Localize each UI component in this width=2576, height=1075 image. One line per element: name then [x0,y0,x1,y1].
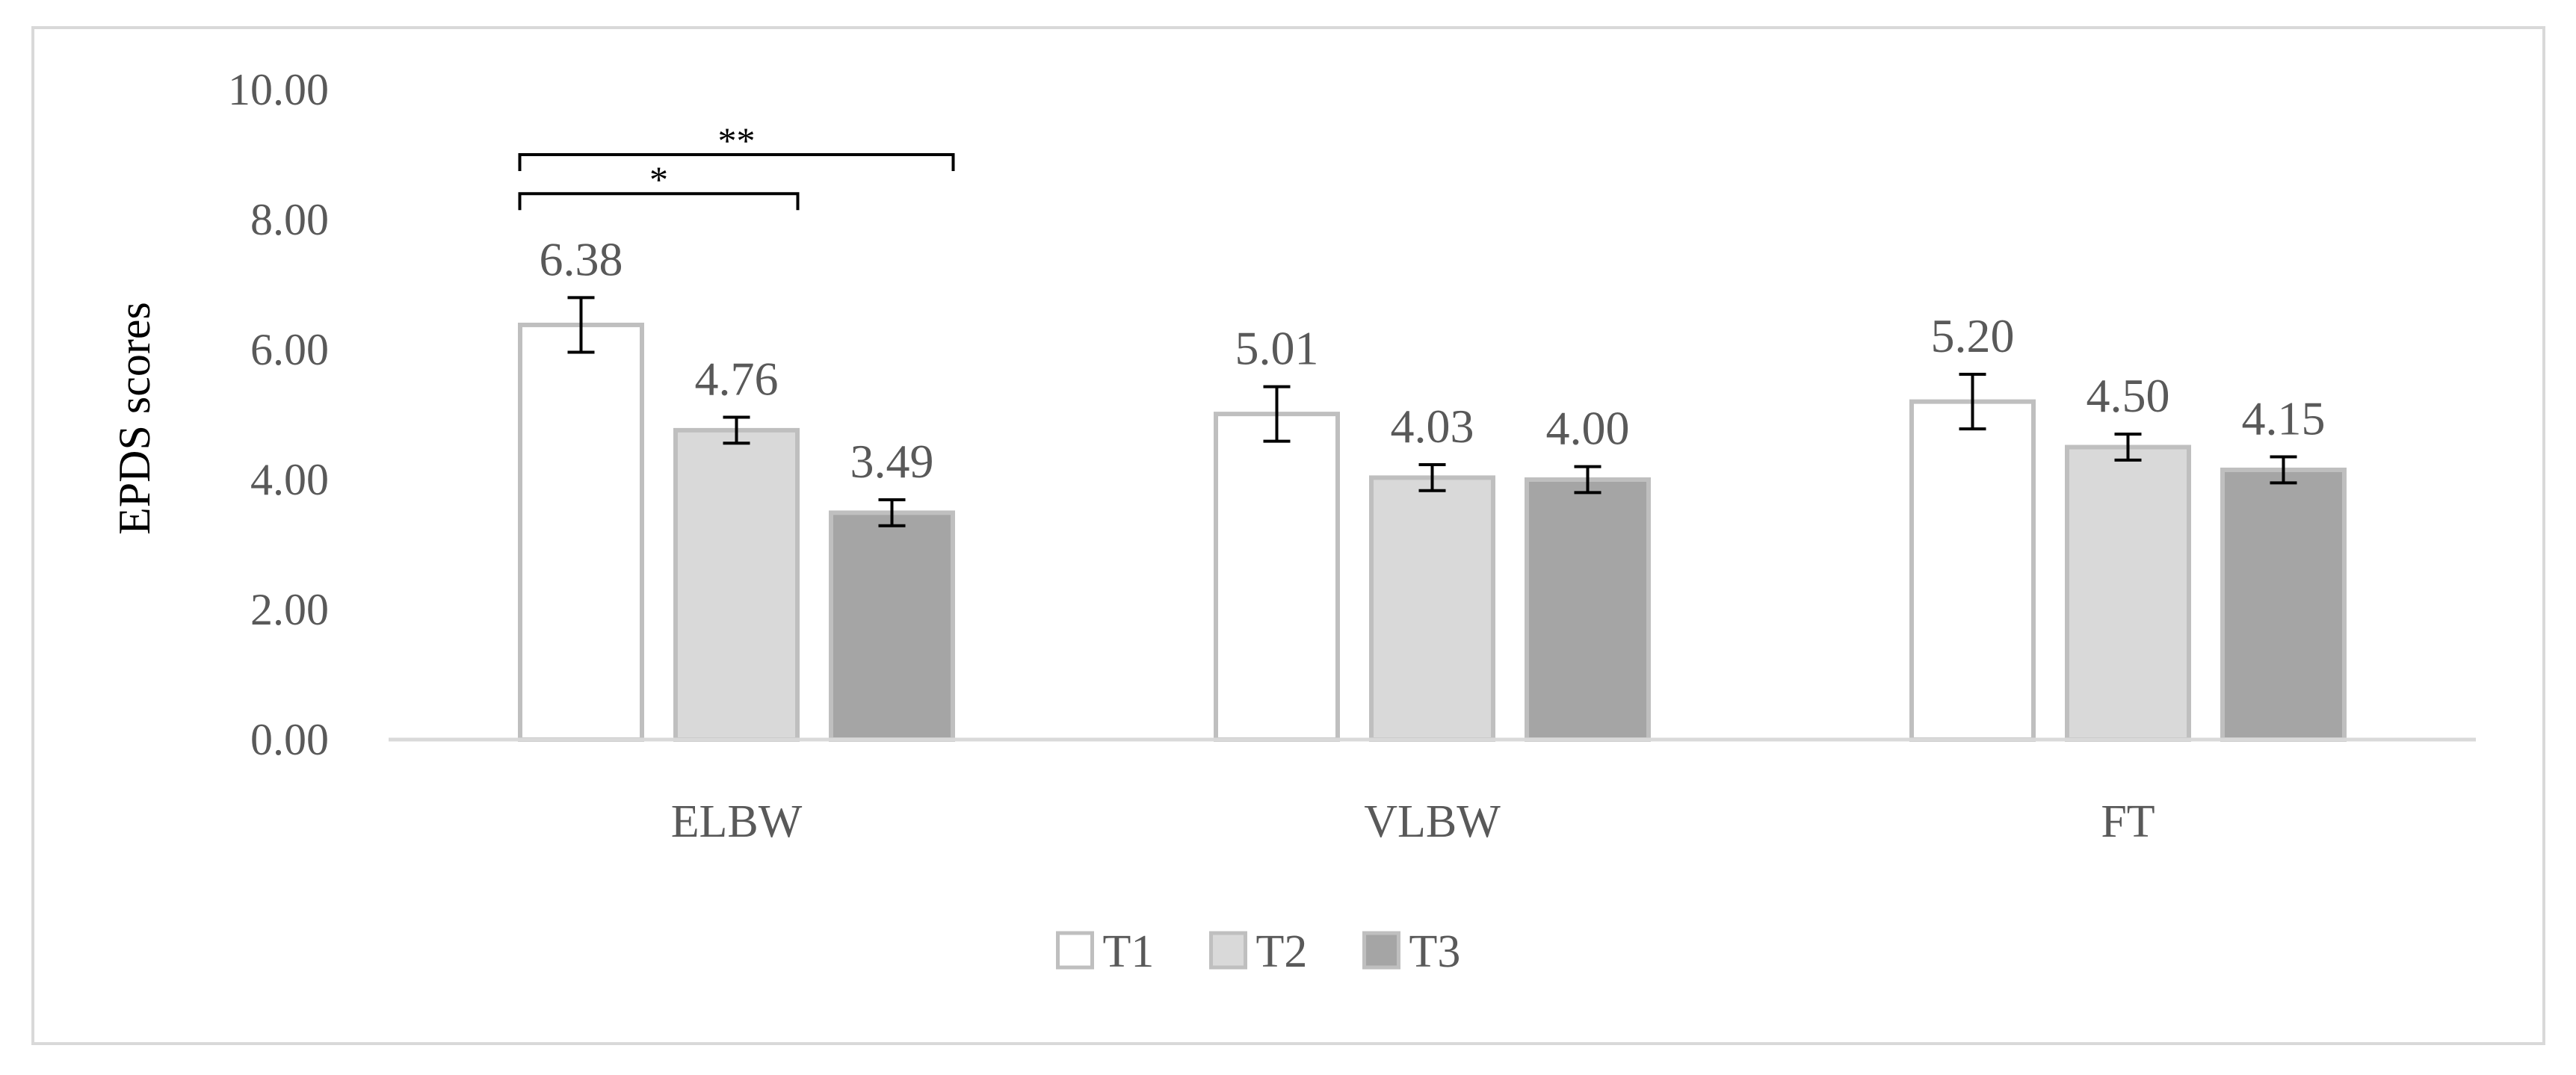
significance-bracket [518,153,955,171]
legend-swatch-t2 [1209,931,1247,970]
data-label: 5.01 [1235,322,1319,375]
plot-area: 0.00 2.00 4.00 6.00 8.00 10.00 6.38 5.01 5.20 4.7… [228,65,2476,847]
y-axis-title: EPDS scores [110,302,159,535]
error-bar [1959,373,1986,431]
legend-label: T3 [1409,926,1461,977]
significance-marker: * [649,158,668,200]
error-bar [1574,465,1601,495]
data-label: 4.03 [1391,400,1474,453]
data-label: 3.49 [850,435,934,488]
bar-t3-elbw [829,510,955,742]
error-bar [1263,385,1291,443]
legend-swatch-t1 [1056,931,1094,970]
x-tick-label: ELBW [671,796,803,847]
legend-swatch-t3 [1362,931,1400,970]
significance-marker: ** [718,120,756,161]
legend-label: T1 [1103,926,1155,977]
x-tick-label: FT [2101,796,2155,847]
y-tick-label: 8.00 [250,195,329,244]
y-tick-label: 2.00 [250,585,329,634]
bar-t3-vlbw [1525,477,1651,742]
bar-t2-ft [2065,444,2191,742]
error-bar [878,498,906,527]
bar-t3-ft [2220,467,2347,742]
data-label: 4.76 [695,352,779,405]
significance-bracket [518,192,800,211]
bar-t2-vlbw [1369,475,1495,742]
error-bar [567,296,595,354]
bar-t1-vlbw [1214,412,1340,742]
data-label: 5.20 [1931,309,2015,362]
y-tick-label: 10.00 [228,65,329,114]
y-tick-label: 0.00 [250,715,329,764]
legend-label: T2 [1256,926,1308,977]
bar-t2-elbw [673,427,800,742]
y-tick-label: 4.00 [250,455,329,504]
data-label: 6.38 [540,232,623,285]
error-bar [1418,462,1446,492]
data-label: 4.15 [2242,392,2326,445]
error-bar [2270,455,2297,485]
error-bar [2114,433,2142,462]
data-label: 4.00 [1546,402,1630,455]
data-label: 4.50 [2087,369,2170,422]
error-bar [723,415,750,445]
bar-t1-ft [1909,399,2036,742]
legend: T1 T2 T3 [1056,926,1461,977]
bar-t1-elbw [518,322,644,742]
y-tick-label: 6.00 [250,325,329,374]
x-tick-label: VLBW [1364,796,1501,847]
